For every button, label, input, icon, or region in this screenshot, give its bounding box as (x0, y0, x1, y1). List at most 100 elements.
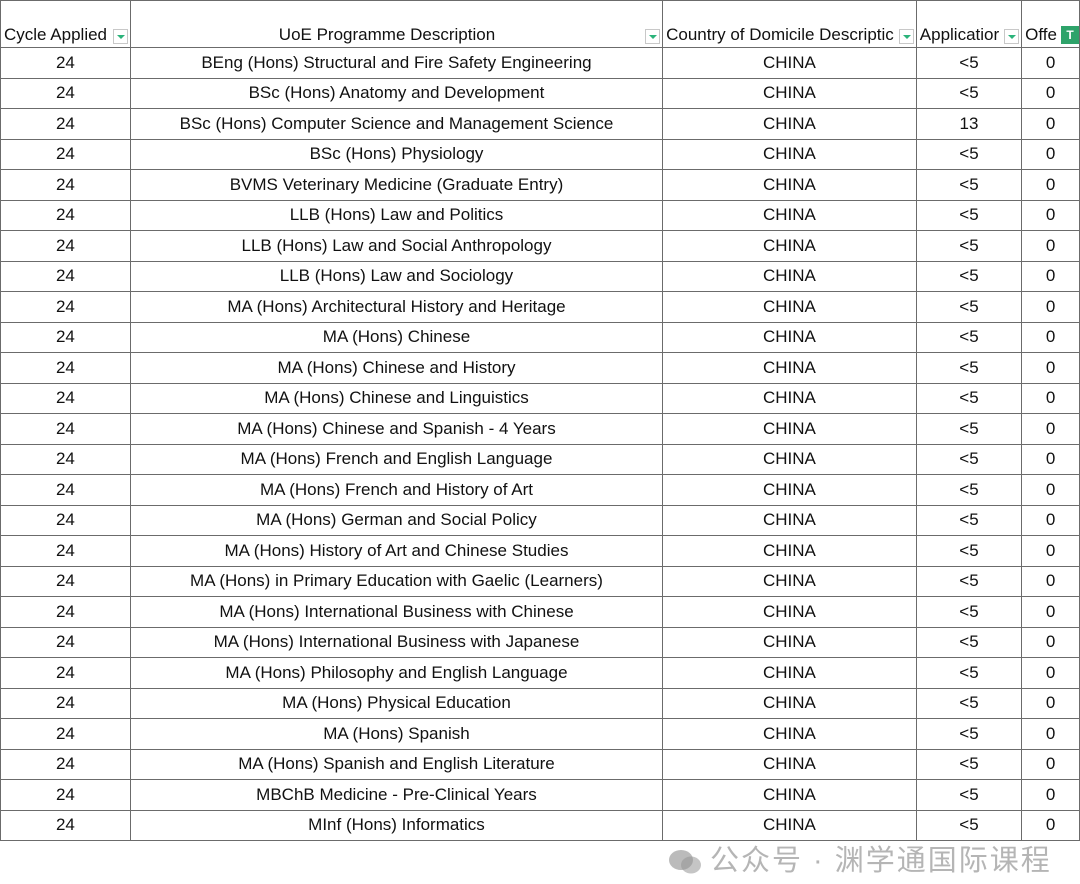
cell-programme[interactable]: LLB (Hons) Law and Sociology (129, 260, 664, 292)
cell-cycle[interactable]: 24 (0, 199, 131, 231)
cell-programme[interactable]: MInf (Hons) Informatics (129, 809, 664, 841)
cell-offers[interactable]: 0 (1021, 291, 1080, 323)
cell-country[interactable]: CHINA (662, 779, 917, 811)
cell-offers[interactable]: 0 (1021, 352, 1080, 384)
cell-country[interactable]: CHINA (662, 657, 917, 689)
cell-country[interactable]: CHINA (662, 169, 917, 201)
cell-offers[interactable]: 0 (1021, 809, 1080, 841)
cell-applications[interactable]: <5 (915, 291, 1023, 323)
cell-cycle[interactable]: 24 (0, 474, 131, 506)
cell-applications[interactable]: <5 (915, 169, 1023, 201)
cell-cycle[interactable]: 24 (0, 321, 131, 353)
cell-cycle[interactable]: 24 (0, 77, 131, 109)
cell-cycle[interactable]: 24 (0, 535, 131, 567)
cell-applications[interactable]: <5 (915, 260, 1023, 292)
cell-country[interactable]: CHINA (662, 108, 917, 140)
cell-applications[interactable]: <5 (915, 596, 1023, 628)
cell-country[interactable]: CHINA (662, 47, 917, 79)
cell-programme[interactable]: MA (Hons) International Business with Ja… (129, 626, 664, 658)
cell-cycle[interactable]: 24 (0, 47, 131, 79)
cell-applications[interactable]: <5 (915, 474, 1023, 506)
cell-country[interactable]: CHINA (662, 596, 917, 628)
cell-offers[interactable]: 0 (1021, 718, 1080, 750)
cell-offers[interactable]: 0 (1021, 657, 1080, 689)
cell-applications[interactable]: <5 (915, 321, 1023, 353)
cell-offers[interactable]: 0 (1021, 626, 1080, 658)
cell-country[interactable]: CHINA (662, 230, 917, 262)
cell-applications[interactable]: <5 (915, 199, 1023, 231)
cell-cycle[interactable]: 24 (0, 504, 131, 536)
cell-programme[interactable]: MBChB Medicine - Pre-Clinical Years (129, 779, 664, 811)
cell-offers[interactable]: 0 (1021, 47, 1080, 79)
cell-applications[interactable]: <5 (915, 687, 1023, 719)
cell-offers[interactable]: 0 (1021, 169, 1080, 201)
cell-offers[interactable]: 0 (1021, 260, 1080, 292)
cell-country[interactable]: CHINA (662, 260, 917, 292)
cell-applications[interactable]: <5 (915, 657, 1023, 689)
cell-country[interactable]: CHINA (662, 199, 917, 231)
cell-offers[interactable]: 0 (1021, 565, 1080, 597)
cell-applications[interactable]: <5 (915, 504, 1023, 536)
cell-applications[interactable]: <5 (915, 77, 1023, 109)
cell-programme[interactable]: BSc (Hons) Physiology (129, 138, 664, 170)
cell-programme[interactable]: BSc (Hons) Anatomy and Development (129, 77, 664, 109)
cell-applications[interactable]: <5 (915, 626, 1023, 658)
cell-cycle[interactable]: 24 (0, 565, 131, 597)
filter-dropdown-icon[interactable] (1004, 29, 1020, 44)
cell-cycle[interactable]: 24 (0, 626, 131, 658)
cell-offers[interactable]: 0 (1021, 138, 1080, 170)
cell-programme[interactable]: MA (Hons) French and English Language (129, 443, 664, 475)
active-filter-icon[interactable]: T (1061, 26, 1079, 44)
cell-country[interactable]: CHINA (662, 718, 917, 750)
cell-programme[interactable]: MA (Hons) German and Social Policy (129, 504, 664, 536)
cell-offers[interactable]: 0 (1021, 443, 1080, 475)
cell-offers[interactable]: 0 (1021, 108, 1080, 140)
cell-cycle[interactable]: 24 (0, 230, 131, 262)
cell-programme[interactable]: MA (Hons) History of Art and Chinese Stu… (129, 535, 664, 567)
cell-offers[interactable]: 0 (1021, 474, 1080, 506)
cell-country[interactable]: CHINA (662, 321, 917, 353)
cell-cycle[interactable]: 24 (0, 657, 131, 689)
cell-offers[interactable]: 0 (1021, 504, 1080, 536)
cell-country[interactable]: CHINA (662, 138, 917, 170)
cell-applications[interactable]: <5 (915, 748, 1023, 780)
cell-programme[interactable]: BVMS Veterinary Medicine (Graduate Entry… (129, 169, 664, 201)
cell-applications[interactable]: <5 (915, 443, 1023, 475)
cell-applications[interactable]: <5 (915, 535, 1023, 567)
cell-cycle[interactable]: 24 (0, 718, 131, 750)
cell-applications[interactable]: <5 (915, 352, 1023, 384)
cell-cycle[interactable]: 24 (0, 413, 131, 445)
cell-cycle[interactable]: 24 (0, 382, 131, 414)
cell-programme[interactable]: MA (Hons) Chinese and Linguistics (129, 382, 664, 414)
cell-country[interactable]: CHINA (662, 77, 917, 109)
cell-cycle[interactable]: 24 (0, 352, 131, 384)
cell-programme[interactable]: LLB (Hons) Law and Politics (129, 199, 664, 231)
cell-offers[interactable]: 0 (1021, 199, 1080, 231)
cell-country[interactable]: CHINA (662, 687, 917, 719)
cell-programme[interactable]: MA (Hons) International Business with Ch… (129, 596, 664, 628)
cell-programme[interactable]: MA (Hons) French and History of Art (129, 474, 664, 506)
cell-programme[interactable]: MA (Hons) Chinese and History (129, 352, 664, 384)
cell-country[interactable]: CHINA (662, 413, 917, 445)
cell-programme[interactable]: MA (Hons) Physical Education (129, 687, 664, 719)
cell-cycle[interactable]: 24 (0, 809, 131, 841)
cell-applications[interactable]: <5 (915, 382, 1023, 414)
cell-country[interactable]: CHINA (662, 748, 917, 780)
cell-offers[interactable]: 0 (1021, 77, 1080, 109)
cell-country[interactable]: CHINA (662, 565, 917, 597)
cell-programme[interactable]: MA (Hons) Architectural History and Heri… (129, 291, 664, 323)
cell-cycle[interactable]: 24 (0, 108, 131, 140)
cell-programme[interactable]: BEng (Hons) Structural and Fire Safety E… (129, 47, 664, 79)
cell-cycle[interactable]: 24 (0, 169, 131, 201)
cell-applications[interactable]: <5 (915, 47, 1023, 79)
cell-offers[interactable]: 0 (1021, 596, 1080, 628)
cell-programme[interactable]: MA (Hons) Spanish (129, 718, 664, 750)
cell-applications[interactable]: <5 (915, 779, 1023, 811)
cell-programme[interactable]: LLB (Hons) Law and Social Anthropology (129, 230, 664, 262)
cell-offers[interactable]: 0 (1021, 687, 1080, 719)
cell-offers[interactable]: 0 (1021, 230, 1080, 262)
cell-offers[interactable]: 0 (1021, 413, 1080, 445)
cell-cycle[interactable]: 24 (0, 779, 131, 811)
cell-country[interactable]: CHINA (662, 626, 917, 658)
cell-offers[interactable]: 0 (1021, 748, 1080, 780)
